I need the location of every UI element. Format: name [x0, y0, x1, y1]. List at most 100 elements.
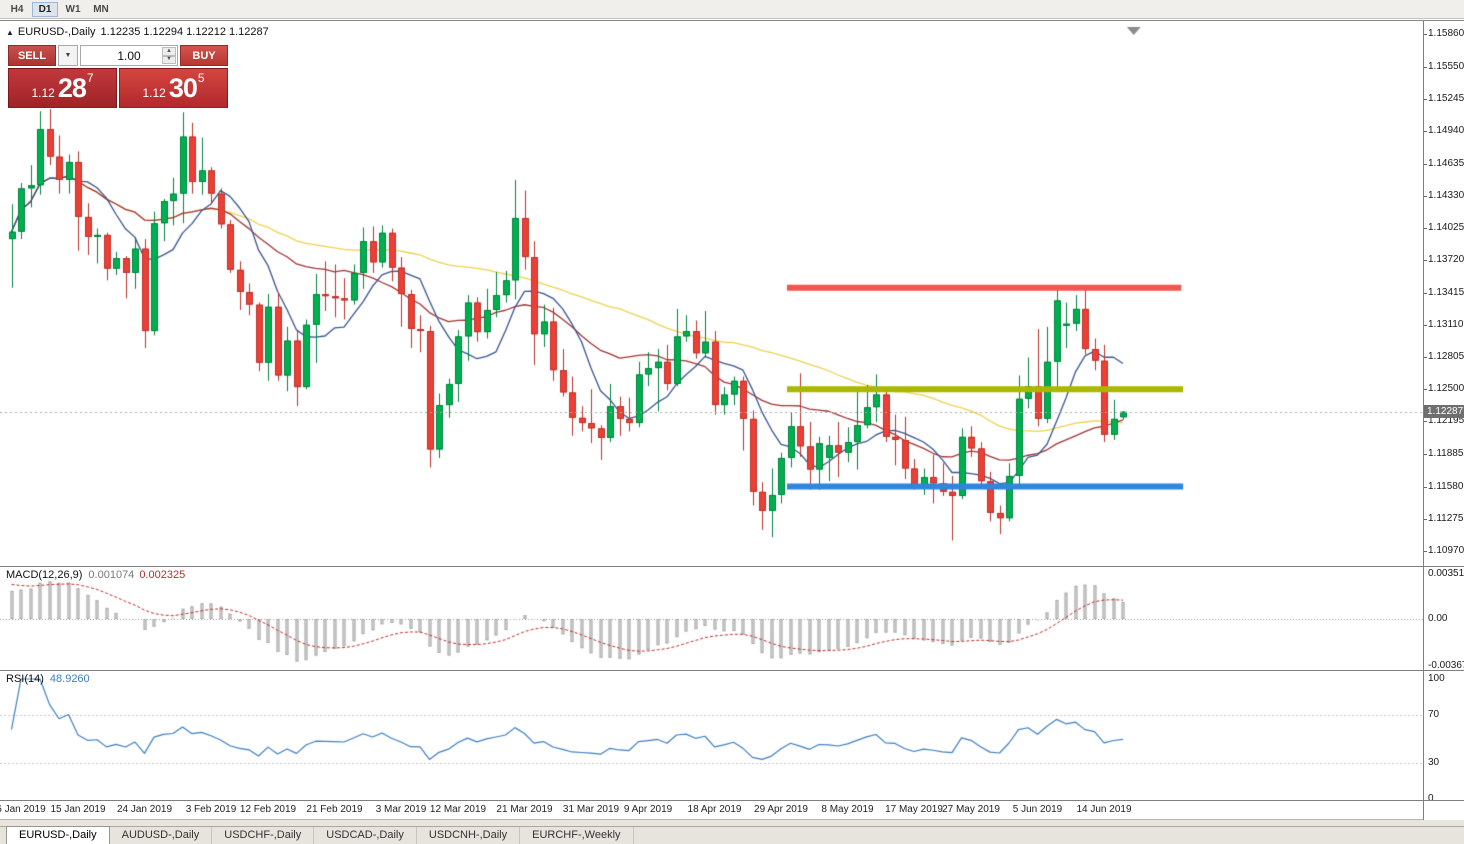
buy-button[interactable]: BUY — [180, 45, 228, 66]
rsi-pane: RSI(14) 48.9260 — [0, 670, 1423, 800]
chart-tab-usdcnh-daily[interactable]: USDCNH-,Daily — [417, 827, 521, 844]
buy-price-prefix: 1.12 — [142, 85, 166, 100]
chart-tab-bar: EURUSD-,Daily AUDUSD-,Daily USDCHF-,Daily U… — [0, 826, 1464, 844]
timeframe-button-h4[interactable]: H4 — [4, 2, 30, 17]
axis-tick-mark — [1424, 519, 1427, 520]
buy-price-button[interactable]: 1.12 305 — [119, 68, 228, 108]
timeframe-button-w1[interactable]: W1 — [60, 2, 86, 17]
buy-price-sup: 5 — [197, 70, 205, 85]
date-axis-label: 15 Jan 2019 — [50, 804, 106, 815]
date-axis-label: 8 May 2019 — [821, 804, 874, 815]
chart-tab-usdchf-daily[interactable]: USDCHF-,Daily — [212, 827, 315, 844]
date-axis-label: 12 Mar 2019 — [429, 804, 487, 815]
axis-tick-mark — [1424, 325, 1427, 326]
date-axis-label: 17 May 2019 — [885, 804, 943, 815]
volume-field[interactable]: 1.00 ▲ ▼ — [80, 45, 178, 66]
chart-icon: ▲ — [6, 28, 14, 37]
rsi-label: RSI(14) 48.9260 — [6, 673, 90, 685]
price-axis-label: 1.12195 — [1428, 415, 1464, 427]
price-axis-label: 1.14940 — [1428, 125, 1464, 137]
axis-tick-mark — [1424, 260, 1427, 261]
axis-tick-mark — [1424, 389, 1427, 390]
chart-tab-usdcad-daily[interactable]: USDCAD-,Daily — [314, 827, 417, 844]
volume-dropdown-button[interactable]: ▼ — [58, 45, 78, 66]
price-axis-label: 1.15245 — [1428, 93, 1464, 105]
axis-tick-mark — [1424, 551, 1427, 552]
rsi-axis-label: 100 — [1428, 673, 1445, 684]
macd-axis-label: 0.00 — [1428, 613, 1448, 624]
price-axis-label: 1.10970 — [1428, 545, 1464, 556]
date-axis-label: 3 Feb 2019 — [185, 804, 237, 815]
chart-tab-eurchf-weekly[interactable]: EURCHF-,Weekly — [520, 827, 634, 844]
date-axis[interactable]: 6 Jan 2019 15 Jan 2019 24 Jan 2019 3 Feb 20… — [0, 800, 1423, 820]
volume-spinner: ▲ ▼ — [162, 47, 176, 64]
date-axis-label: 9 Apr 2019 — [623, 804, 673, 815]
chart-tab-audusd-daily[interactable]: AUDUSD-,Daily — [110, 827, 213, 844]
timeframe-button-mn[interactable]: MN — [88, 2, 114, 17]
date-axis-label: 5 Jun 2019 — [1012, 804, 1063, 815]
rsi-axis-label: 70 — [1428, 709, 1440, 720]
axis-tick-mark — [1424, 67, 1427, 68]
date-axis-label: 21 Feb 2019 — [306, 804, 363, 815]
timeframe-buttons: H4 D1 W1 MN — [4, 1, 116, 17]
price-axis-label: 1.15550 — [1428, 60, 1464, 72]
date-axis-label: 6 Jan 2019 — [0, 804, 46, 815]
rsi-canvas[interactable] — [0, 670, 1423, 800]
horizontal-scrollbar[interactable] — [0, 819, 1464, 827]
one-click-trading-panel: SELL ▼ 1.00 ▲ ▼ BUY 1.12 287 — [8, 45, 228, 108]
price-axis-label: 1.13110 — [1428, 318, 1464, 330]
date-axis-label: 14 Jun 2019 — [1076, 804, 1132, 815]
timeframe-button-d1[interactable]: D1 — [32, 1, 58, 17]
rsi-value: 48.9260 — [49, 673, 90, 685]
date-axis-label: 24 Jan 2019 — [116, 804, 173, 815]
date-axis-label: 3 Mar 2019 — [375, 804, 427, 815]
axis-tick-mark — [1424, 196, 1427, 197]
axis-tick-mark — [1424, 293, 1427, 294]
pane-separator[interactable] — [0, 670, 1464, 671]
axis-tick-mark — [1424, 454, 1427, 455]
macd-label: MACD(12,26,9) 0.001074 0.002325 — [6, 569, 185, 581]
price-chart-canvas[interactable] — [0, 21, 1423, 566]
price-axis-label: 1.12500 — [1428, 383, 1464, 395]
macd-canvas[interactable] — [0, 566, 1423, 670]
axis-tick-mark — [1424, 99, 1427, 100]
price-axis-label: 1.14635 — [1428, 157, 1464, 169]
sell-price-prefix: 1.12 — [31, 85, 55, 100]
price-axis[interactable]: 1.12287 1.15860 1.15550 1.15245 1.14940 1.14… — [1423, 21, 1464, 820]
price-axis-label: 1.13720 — [1428, 254, 1464, 266]
sell-price-sup: 7 — [86, 70, 94, 85]
volume-up-button[interactable]: ▲ — [162, 47, 176, 56]
date-axis-label: 31 Mar 2019 — [562, 804, 620, 815]
axis-tick-mark — [1424, 34, 1427, 35]
macd-pane: MACD(12,26,9) 0.001074 0.002325 — [0, 566, 1423, 670]
sell-button[interactable]: SELL — [8, 45, 56, 66]
price-axis-label: 1.11275 — [1428, 512, 1464, 524]
price-axis-label: 1.14025 — [1428, 222, 1464, 233]
chart-window: ▲ EURUSD-,Daily 1.12235 1.12294 1.12212 1.… — [0, 20, 1464, 820]
buy-price-big: 30 — [168, 72, 198, 103]
pane-separator — [0, 800, 1464, 801]
volume-down-button[interactable]: ▼ — [162, 55, 176, 64]
macd-value-main: 0.001074 — [88, 569, 135, 581]
volume-value: 1.00 — [117, 48, 141, 63]
macd-axis-label: -0.00367 — [1428, 659, 1464, 671]
chart-tab-eurusd-daily[interactable]: EURUSD-,Daily — [6, 826, 110, 844]
macd-name: MACD(12,26,9) — [6, 569, 83, 581]
price-axis-label: 1.14330 — [1428, 189, 1464, 201]
price-chart-pane: ▲ EURUSD-,Daily 1.12235 1.12294 1.12212 1.… — [0, 21, 1423, 566]
chevron-down-icon: ▼ — [64, 52, 72, 59]
sell-price-button[interactable]: 1.12 287 — [8, 68, 117, 108]
chart-title: ▲ EURUSD-,Daily 1.12235 1.12294 1.12212 1.… — [6, 26, 269, 38]
chart-symbol-period: EURUSD-,Daily — [17, 26, 96, 38]
current-price-tag: 1.12287 — [1424, 405, 1464, 418]
date-axis-label: 27 May 2019 — [942, 804, 1000, 815]
date-axis-label: 18 Apr 2019 — [687, 804, 742, 815]
axis-tick-mark — [1424, 487, 1427, 488]
price-axis-label: 1.12805 — [1428, 350, 1464, 362]
rsi-axis-label: 0 — [1428, 793, 1434, 804]
date-axis-label: 12 Feb 2019 — [239, 804, 297, 815]
pane-separator[interactable] — [0, 566, 1464, 567]
date-axis-label: 21 Mar 2019 — [496, 804, 553, 815]
rsi-name: RSI(14) — [6, 673, 44, 685]
